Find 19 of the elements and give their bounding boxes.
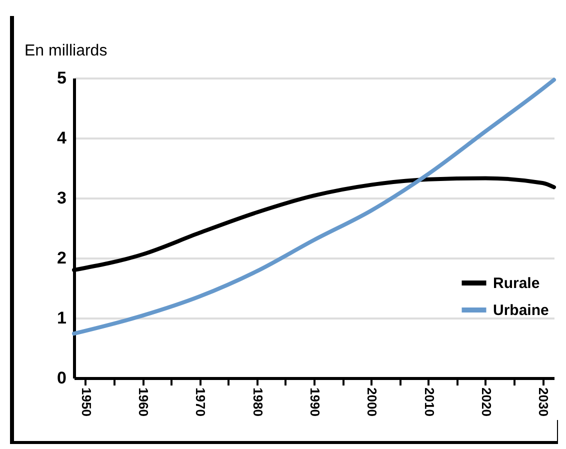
line-series [72, 78, 556, 336]
x-tick-label: 2010 [422, 388, 437, 416]
x-tick-label: 2020 [478, 388, 494, 416]
y-tick-label: 1 [57, 308, 66, 328]
y-tick-label: 0 [57, 368, 66, 388]
x-tick-label: 2030 [536, 388, 552, 416]
x-tick-label: 1950 [78, 388, 94, 416]
y-tick-label: 2 [57, 248, 66, 268]
x-tick-label: 1980 [250, 388, 266, 416]
legend-label: Rurale [493, 275, 540, 292]
x-tick-label: 2000 [364, 388, 380, 416]
legend-label: Urbaine [493, 302, 549, 319]
x-tick-label: 1990 [308, 388, 322, 416]
y-axis-title: En milliards [24, 42, 108, 60]
y-tick-label: 4 [57, 128, 68, 148]
y-tick-label: 3 [57, 188, 66, 208]
x-tick-label: 1960 [136, 388, 152, 416]
x-tick-label: 1970 [193, 388, 208, 416]
y-tick-label: 5 [57, 68, 66, 88]
